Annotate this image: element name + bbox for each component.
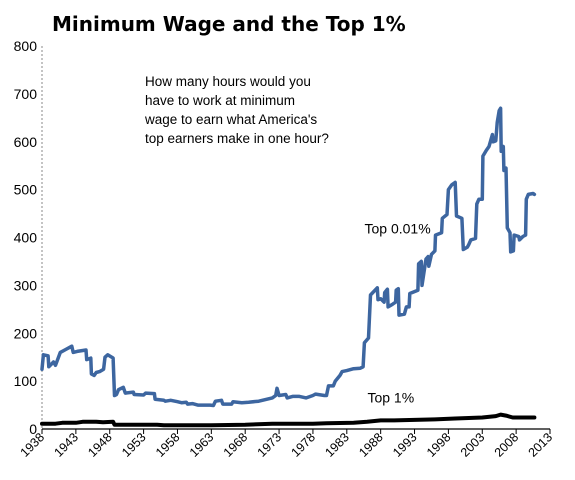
y-tick-label: 100 [14, 373, 38, 389]
y-tick-label: 600 [14, 134, 38, 150]
annotation-line: top earners make in one hour? [145, 131, 329, 146]
x-tick-label: 1978 [288, 430, 318, 460]
x-tick-label: 2008 [492, 430, 522, 460]
x-tick-label: 2003 [458, 430, 488, 460]
series-label-top-1-percent: Top 1% [367, 390, 414, 406]
x-tick-label: 1963 [187, 430, 217, 460]
y-tick-label: 800 [14, 38, 38, 54]
series-line-top-001-percent [40, 106, 537, 408]
chart-title: Minimum Wage and the Top 1% [52, 12, 406, 36]
x-tick-label: 1983 [322, 430, 352, 460]
y-tick-label: 300 [14, 277, 38, 293]
x-tick-label: 1948 [85, 430, 115, 460]
annotation-line: wage to earn what America's [144, 112, 317, 127]
x-tick-label: 1943 [51, 430, 81, 460]
y-tick-label: 700 [14, 86, 38, 102]
chart-axes [41, 46, 550, 430]
series-label-top-001-percent: Top 0.01% [365, 221, 431, 237]
y-tick-label: 0 [29, 421, 37, 437]
x-tick-label: 1953 [119, 430, 149, 460]
series-line-top-1-percent [40, 412, 537, 428]
y-axis-ticks: 0 100 200 300 400 500 600 700 800 [14, 38, 38, 437]
y-tick-label: 500 [14, 182, 38, 198]
y-tick-label: 400 [14, 230, 38, 246]
series-labels: Top 0.01% Top 1% [365, 221, 431, 406]
x-tick-label: 1938 [18, 430, 48, 460]
x-tick-label: 1958 [153, 430, 183, 460]
x-tick-label: 1968 [221, 430, 251, 460]
x-tick-label: 1973 [255, 430, 285, 460]
x-axis-ticks: 1938 1943 1948 1953 1958 1963 1968 1973 1978 1983… [18, 429, 556, 460]
x-tick-label: 1993 [390, 430, 420, 460]
x-tick-label: 2013 [526, 430, 556, 460]
x-tick-label: 1998 [424, 430, 454, 460]
chart-annotation: How many hours would you have to work at … [144, 74, 329, 146]
annotation-line: have to work at minimum [145, 93, 295, 108]
x-tick-label: 1988 [356, 430, 386, 460]
annotation-line: How many hours would you [145, 74, 311, 89]
series-lines [40, 106, 537, 428]
y-tick-label: 200 [14, 325, 38, 341]
